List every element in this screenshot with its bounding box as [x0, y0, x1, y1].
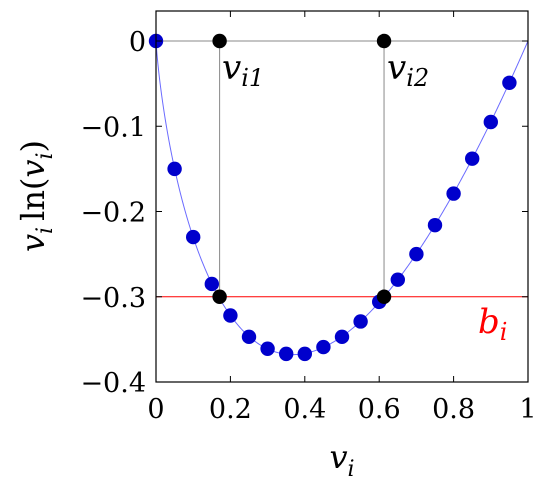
x-tick-label: 0.2	[209, 394, 252, 425]
x-tick-label: 0.8	[432, 394, 475, 425]
x-tick-label: 0.4	[283, 394, 326, 425]
bi-label: bi	[478, 302, 507, 346]
data-point	[279, 346, 294, 362]
data-point	[390, 272, 405, 287]
data-point	[167, 161, 182, 177]
y-tick-label: −0.4	[80, 368, 146, 399]
data-point	[186, 229, 201, 245]
data-point	[353, 314, 368, 329]
marked-point-2	[376, 33, 392, 49]
data-point	[465, 151, 480, 166]
data-point	[260, 341, 275, 356]
x-tick-label: 0.6	[358, 394, 401, 425]
data-point	[241, 329, 257, 345]
plot-frame	[155, 10, 529, 383]
point-label-vi1: vi1	[222, 48, 264, 92]
y-tick-label: −0.3	[80, 283, 146, 314]
plot-lines	[155, 40, 529, 356]
marked-point-3	[212, 289, 227, 304]
y-axis-label: viln(vi)	[14, 140, 58, 252]
data-point	[502, 75, 517, 90]
data-point	[297, 346, 312, 362]
curve-x-ln-x	[155, 40, 529, 356]
marked-point-4	[376, 289, 392, 304]
data-point	[483, 114, 498, 130]
data-point	[223, 308, 238, 323]
x-tick-label: 0	[147, 394, 164, 425]
marked-point-1	[212, 33, 227, 49]
y-tick-label: −0.1	[80, 112, 146, 143]
data-point	[446, 186, 461, 201]
plot-marks	[148, 33, 517, 362]
data-point	[409, 246, 424, 262]
x-axis-ticks: 0 0.2 0.4 0.6 0.8 1	[147, 11, 537, 425]
x-axis-label: vi	[329, 438, 354, 482]
data-point	[316, 339, 331, 355]
data-point	[427, 217, 443, 233]
point-label-vi2: vi2	[387, 48, 429, 92]
x-tick-label: 1	[519, 394, 536, 425]
data-point	[204, 276, 219, 292]
y-tick-label: −0.2	[80, 198, 146, 229]
y-tick-label: 0	[129, 27, 146, 58]
y-axis-ticks: 0 −0.1 −0.2 −0.3 −0.4	[80, 27, 528, 399]
data-point	[334, 329, 350, 345]
